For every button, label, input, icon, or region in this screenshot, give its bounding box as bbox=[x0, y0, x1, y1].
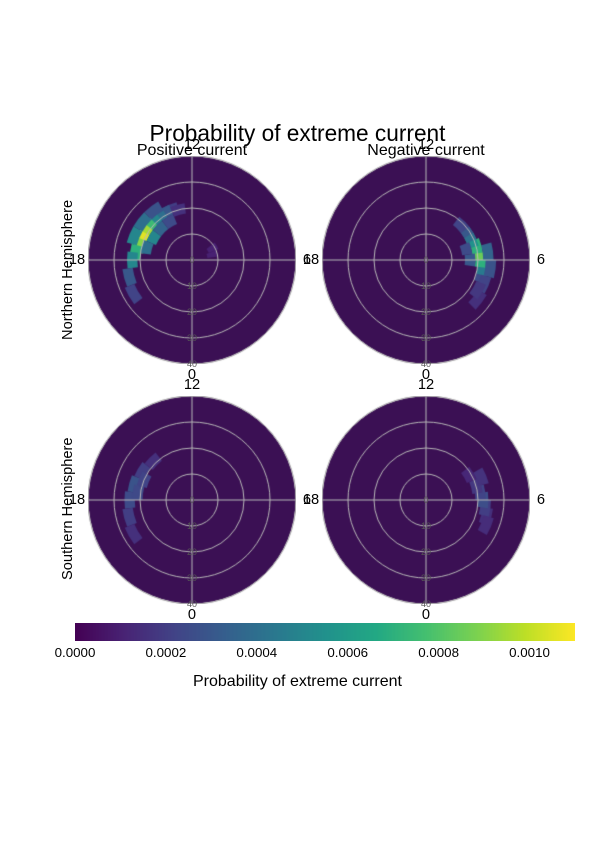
r-label-0: 0 bbox=[180, 255, 204, 265]
mlt-label-12: 12 bbox=[411, 137, 441, 153]
colorbar-tick-4: 0.0008 bbox=[409, 645, 469, 660]
mlt-label-18: 18 bbox=[296, 492, 326, 508]
colorbar-label: Probability of extreme current bbox=[0, 673, 595, 691]
r-label-0: 0 bbox=[414, 255, 438, 265]
r-label-40: 40 bbox=[180, 599, 204, 609]
mlt-label-0: 0 bbox=[177, 607, 207, 623]
r-label-10: 10 bbox=[180, 521, 204, 531]
r-label-30: 30 bbox=[180, 573, 204, 583]
r-label-40: 40 bbox=[414, 599, 438, 609]
mlt-label-0: 0 bbox=[411, 607, 441, 623]
mlt-label-18: 18 bbox=[62, 492, 92, 508]
colorbar bbox=[75, 623, 575, 641]
r-label-30: 30 bbox=[414, 573, 438, 583]
mlt-label-18: 18 bbox=[62, 252, 92, 268]
mlt-label-6: 6 bbox=[526, 252, 556, 268]
mlt-label-18: 18 bbox=[296, 252, 326, 268]
r-label-20: 20 bbox=[414, 307, 438, 317]
r-label-0: 0 bbox=[414, 495, 438, 505]
r-label-30: 30 bbox=[414, 333, 438, 343]
r-label-10: 10 bbox=[414, 521, 438, 531]
mlt-label-12: 12 bbox=[177, 137, 207, 153]
colorbar-tick-2: 0.0004 bbox=[227, 645, 287, 660]
mlt-label-12: 12 bbox=[177, 377, 207, 393]
r-label-20: 20 bbox=[180, 547, 204, 557]
r-label-0: 0 bbox=[180, 495, 204, 505]
colorbar-tick-1: 0.0002 bbox=[136, 645, 196, 660]
r-label-10: 10 bbox=[414, 281, 438, 291]
colorbar-tick-5: 0.0010 bbox=[500, 645, 560, 660]
r-label-30: 30 bbox=[180, 333, 204, 343]
colorbar-tick-0: 0.0000 bbox=[45, 645, 105, 660]
mlt-label-12: 12 bbox=[411, 377, 441, 393]
r-label-20: 20 bbox=[414, 547, 438, 557]
colorbar-tick-3: 0.0006 bbox=[318, 645, 378, 660]
r-label-40: 40 bbox=[180, 359, 204, 369]
mlt-label-6: 6 bbox=[526, 492, 556, 508]
r-label-10: 10 bbox=[180, 281, 204, 291]
r-label-20: 20 bbox=[180, 307, 204, 317]
r-label-40: 40 bbox=[414, 359, 438, 369]
